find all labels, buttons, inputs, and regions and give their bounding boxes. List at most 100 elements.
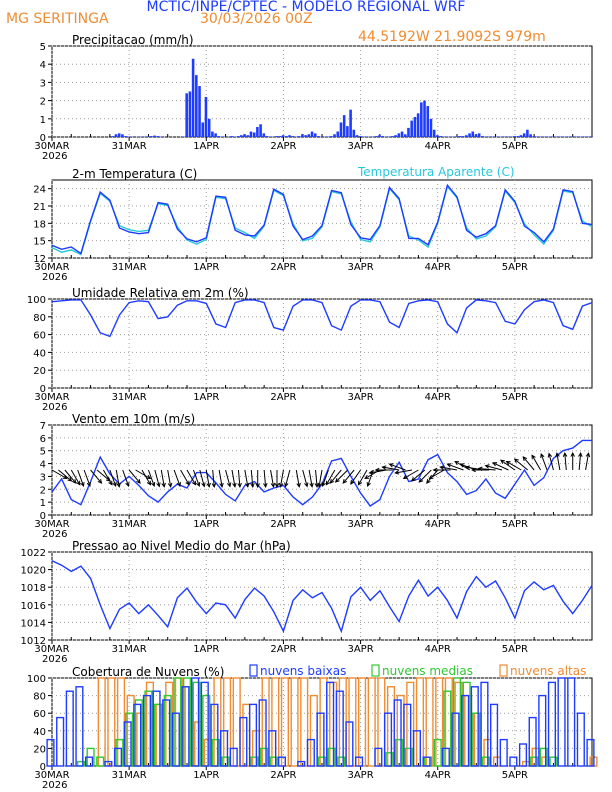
x-tick-year: 2026 bbox=[42, 151, 67, 162]
wind-arrow-head bbox=[439, 465, 445, 470]
x-tick-label: 1APR bbox=[193, 770, 219, 781]
x-tick-label: 30MAR bbox=[34, 770, 69, 781]
wind-arrow-head bbox=[86, 481, 91, 488]
y-tick-label: 21 bbox=[33, 202, 46, 213]
wind-arrow bbox=[540, 452, 548, 471]
x-tick-label: 2APR bbox=[270, 262, 296, 273]
precip-bar bbox=[471, 131, 475, 137]
precip-bar bbox=[394, 135, 397, 137]
chart-title-clouds: Cobertura de Nuvens (%) bbox=[72, 665, 224, 679]
wind-arrow-shaft bbox=[500, 459, 516, 471]
wind-arrow-head bbox=[108, 480, 113, 486]
precip-bar bbox=[461, 136, 465, 137]
wind-arrow-head bbox=[477, 466, 483, 472]
wind-arrow-shaft bbox=[284, 469, 291, 487]
cloud-bar-low bbox=[56, 716, 65, 767]
wind-arrow-head bbox=[484, 464, 490, 469]
wind-arrow-head bbox=[255, 483, 260, 489]
wind-arrow-shaft bbox=[135, 469, 151, 479]
wind-arrow-shaft bbox=[447, 463, 464, 471]
precip-bar bbox=[153, 135, 156, 137]
x-tick-label: 1APR bbox=[193, 141, 219, 152]
precip-bar bbox=[265, 136, 269, 137]
precip-bar bbox=[217, 136, 221, 137]
x-tick-label: 5APR bbox=[502, 141, 528, 152]
y-tick-label: 15 bbox=[33, 237, 46, 248]
legend-swatch bbox=[249, 664, 258, 677]
cloud-bar-high bbox=[367, 677, 376, 767]
wind-arrow-head bbox=[418, 478, 424, 483]
wind-arrow-shaft bbox=[83, 469, 91, 487]
x-tick-label: 2APR bbox=[270, 644, 296, 655]
y-tick-label: 60 bbox=[33, 709, 46, 720]
precip-bar bbox=[342, 115, 346, 137]
wind-arrow bbox=[244, 469, 250, 488]
wind-arrow bbox=[325, 469, 336, 486]
wind-arrow-shaft bbox=[51, 469, 67, 479]
precip-bar bbox=[285, 136, 288, 137]
wind-arrow-shaft bbox=[295, 469, 300, 487]
run-time: 30/03/2026 00Z bbox=[200, 11, 313, 27]
wind-arrow bbox=[186, 469, 197, 486]
wind-arrow-head bbox=[274, 483, 280, 489]
cloud-bar-low bbox=[75, 686, 84, 767]
x-tick-year: 2026 bbox=[42, 402, 67, 413]
x-tick-label: 31MAR bbox=[112, 770, 147, 781]
cloud-bar-low bbox=[403, 703, 412, 767]
wind-arrow-head bbox=[357, 480, 363, 486]
cloud-bar-low bbox=[422, 756, 431, 767]
wind-arrow bbox=[321, 469, 329, 488]
wind-arrow-shaft bbox=[77, 469, 84, 487]
x-tick-label: 4APR bbox=[425, 262, 451, 273]
y-tick-label: 3 bbox=[40, 78, 46, 89]
wind-arrow-shaft bbox=[492, 462, 509, 471]
wind-arrow-shaft bbox=[440, 466, 458, 471]
cloud-bar-high bbox=[290, 677, 299, 767]
cloud-bar-low bbox=[104, 760, 113, 767]
precip-bar bbox=[420, 102, 423, 137]
x-tick-label: 31MAR bbox=[112, 262, 147, 273]
wind-arrow-shaft bbox=[308, 469, 313, 487]
wind-arrow bbox=[477, 466, 496, 472]
wind-arrow-head bbox=[278, 482, 284, 488]
y-tick-label: 80 bbox=[33, 692, 46, 703]
wind-arrow-head bbox=[245, 482, 250, 488]
cloud-bar-low bbox=[345, 721, 354, 767]
wind-arrow bbox=[231, 469, 237, 488]
wind-arrow-head bbox=[195, 481, 201, 488]
y-tick-label: 0 bbox=[40, 384, 46, 395]
wind-arrow bbox=[317, 469, 323, 488]
chart-title-humidity: Umidade Relativa em 2m (%) bbox=[72, 286, 249, 300]
wind-arrow bbox=[308, 469, 314, 488]
precip-bar bbox=[281, 135, 285, 137]
wind-arrow-head bbox=[321, 481, 326, 488]
x-tick-label: 5APR bbox=[502, 644, 528, 655]
cloud-bar-low bbox=[518, 743, 528, 767]
wind-arrow-head bbox=[585, 452, 591, 458]
precip-bar bbox=[307, 134, 311, 137]
wind-arrow-head bbox=[191, 480, 197, 486]
wind-arrow bbox=[505, 460, 522, 471]
wind-arrow-head bbox=[432, 467, 438, 473]
x-tick-label: 3APR bbox=[347, 770, 373, 781]
wind-arrow-shaft bbox=[322, 469, 329, 487]
wind-arrow bbox=[531, 454, 542, 471]
wind-arrow bbox=[284, 469, 291, 488]
x-tick-year: 2026 bbox=[42, 654, 67, 665]
precip-bar bbox=[252, 132, 256, 137]
wind-arrow-head bbox=[80, 481, 85, 488]
wind-arrow-shaft bbox=[237, 469, 241, 487]
precip-bar bbox=[426, 106, 430, 137]
y-tick-label: 1 bbox=[40, 115, 46, 126]
cloud-bar-low bbox=[335, 690, 344, 767]
wind-arrow-head bbox=[112, 481, 117, 488]
wind-arrow-head bbox=[570, 451, 575, 457]
wind-arrow-head bbox=[304, 482, 309, 488]
precip-bar bbox=[304, 135, 307, 137]
wind-arrow-head bbox=[76, 480, 81, 486]
precip-bar bbox=[310, 131, 314, 137]
x-tick-label: 3APR bbox=[347, 519, 373, 530]
wind-arrow bbox=[205, 469, 211, 488]
wind-arrow-head bbox=[459, 463, 465, 468]
